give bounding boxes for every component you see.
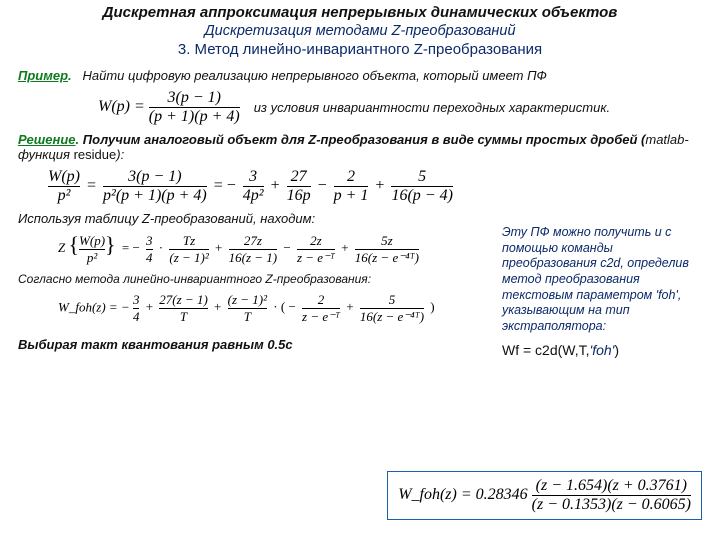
example-line: Пример. Найти цифровую реализацию непрер… (18, 68, 702, 83)
example-cond: из условия инвариантности переходных хар… (254, 100, 610, 115)
side-command: Wf = c2d(W,T,'foh') (502, 342, 702, 360)
title: Дискретная аппроксимация непрерывных дин… (18, 4, 702, 21)
eq-partial-fractions: W(p)p² = 3(p − 1)p²(p + 1)(p + 4) = − 34… (48, 168, 702, 205)
solution-label: Решение (18, 132, 76, 147)
mid-text: Используя таблицу Z-преобразований, нахо… (18, 211, 702, 226)
section-heading: 3. Метод линейно-инвариантного Z-преобра… (18, 41, 702, 58)
result-box: W_foh(z) = 0.28346 (z − 1.654)(z + 0.376… (387, 471, 702, 520)
subtitle: Дискретизация методами Z-преобразований (18, 23, 702, 39)
example-label: Пример (18, 68, 68, 83)
example-text: Найти цифровую реализацию непрерывного о… (83, 68, 547, 83)
side-paragraph: Эту ПФ можно получить и с помощью команд… (502, 225, 702, 334)
eq-W: W(p) = 3(p − 1)(p + 1)(p + 4) из условия… (98, 89, 702, 126)
solution-line: Решение. Получим аналоговый объект для Z… (18, 132, 702, 162)
side-note: Эту ПФ можно получить и с помощью команд… (502, 225, 702, 360)
